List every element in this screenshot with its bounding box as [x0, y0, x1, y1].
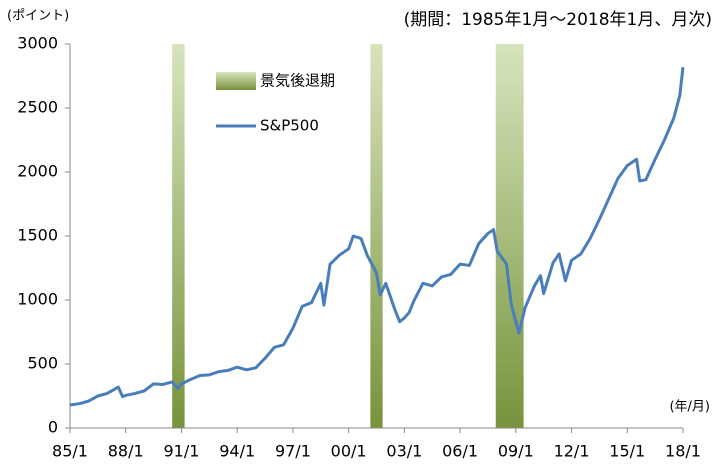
y-tick-label: 3000 — [17, 34, 58, 53]
x-tick-label: 91/1 — [163, 442, 199, 461]
x-tick-label: 00/1 — [331, 442, 367, 461]
x-tick-label: 97/1 — [275, 442, 311, 461]
y-tick-label: 2500 — [17, 98, 58, 117]
y-tick-label: 500 — [27, 354, 58, 373]
y-tick-label: 1000 — [17, 290, 58, 309]
legend-label: S&P500 — [260, 117, 319, 135]
x-tick-label: 03/1 — [386, 442, 422, 461]
x-axis-label: (年/月) — [669, 400, 710, 415]
x-tick-label: 85/1 — [52, 442, 88, 461]
x-tick-label: 12/1 — [554, 442, 590, 461]
y-tick-label: 2000 — [17, 162, 58, 181]
line-series — [69, 66, 685, 407]
x-tick-label: 06/1 — [442, 442, 478, 461]
x-tick-label: 15/1 — [609, 442, 645, 461]
legend-label: 景気後退期 — [260, 72, 335, 90]
recession-band — [495, 44, 524, 428]
recession-band — [370, 44, 383, 428]
x-tick-label: 18/1 — [665, 442, 701, 461]
y-tick-label: 1500 — [17, 226, 58, 245]
legend-swatch — [216, 72, 256, 90]
chart-title: (期間：1985年1月～2018年1月、月次) — [404, 10, 712, 30]
recession-band — [172, 44, 185, 428]
x-tick-label: 94/1 — [219, 442, 255, 461]
y-tick-label: 0 — [48, 418, 58, 437]
y-axis-label: (ポイント) — [7, 9, 69, 24]
x-tick-label: 09/1 — [498, 442, 534, 461]
x-tick-label: 88/1 — [108, 442, 144, 461]
